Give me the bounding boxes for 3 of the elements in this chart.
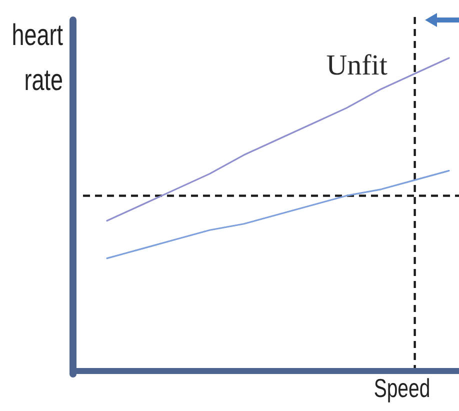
series-label: Unfit <box>326 50 388 82</box>
y-axis-title: heart rate <box>12 18 64 97</box>
x-axis-title: Speed <box>374 373 430 403</box>
